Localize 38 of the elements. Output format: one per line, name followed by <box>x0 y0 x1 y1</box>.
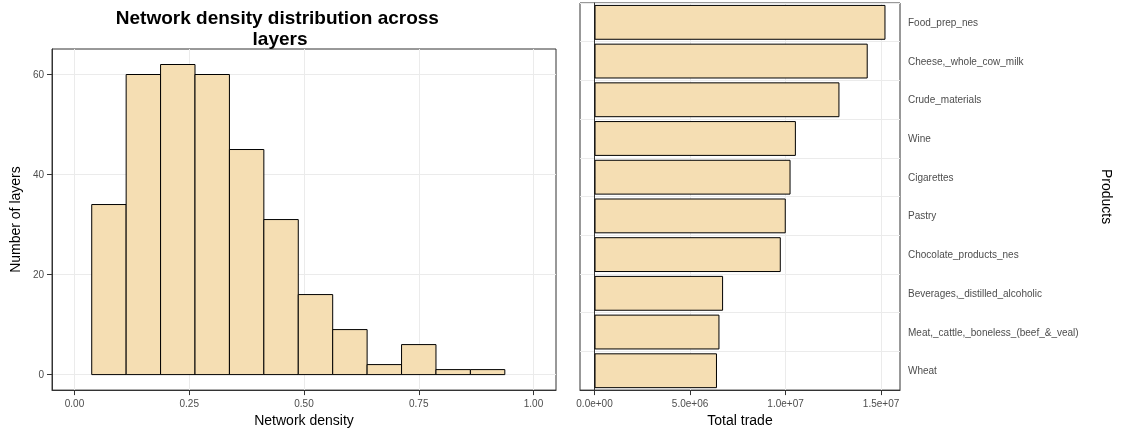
x-tick-label: 0.00 <box>64 397 85 409</box>
x-axis-title: Network density <box>254 412 354 428</box>
bar <box>594 4 886 40</box>
bar <box>594 121 796 156</box>
y-tick-label: Meat,_cattle,_boneless_(beef_&_veal) <box>908 326 1079 338</box>
bar <box>594 237 781 273</box>
y-tick-label: Beverages,_distilled_alcoholic <box>908 287 1042 299</box>
y-axis-title: Number of layers <box>7 166 23 273</box>
y-tick-label: 0 <box>38 369 45 381</box>
x-axis-title: Total trade <box>707 412 773 428</box>
x-tick-label: 0.0e+00 <box>576 397 614 409</box>
bar <box>594 198 786 234</box>
y-tick-label: Cheese,_whole_cow_milk <box>908 55 1025 67</box>
y-tick-label: Wine <box>908 132 932 144</box>
x-tick-label: 5.0e+06 <box>671 397 709 409</box>
y-tick-label: 60 <box>32 69 45 81</box>
y-tick-label: Wheat <box>908 365 938 377</box>
bar <box>594 275 724 311</box>
x-tick-label: 0.50 <box>294 397 315 409</box>
bar <box>594 159 791 195</box>
y-tick-label: Chocolate_products_nes <box>908 249 1019 261</box>
chart-title: Network density distribution across layers <box>115 7 445 49</box>
y-axis-title: Products <box>1099 168 1115 225</box>
y-tick-label: Cigarettes <box>908 171 954 183</box>
x-tick-label: 0.25 <box>179 397 200 409</box>
bar <box>594 82 840 118</box>
y-tick-label: Pastry <box>908 210 937 222</box>
y-tick-label: 20 <box>32 269 45 281</box>
y-tick-label: Food_prep_nes <box>908 16 979 28</box>
x-tick-label: 1.0e+07 <box>767 397 805 409</box>
x-tick-label: 1.00 <box>523 397 544 409</box>
x-tick-label: 1.5e+07 <box>862 397 900 409</box>
y-tick-label: Crude_materials <box>908 94 982 106</box>
y-tick-label: 40 <box>32 169 45 181</box>
bar <box>594 314 720 350</box>
x-tick-label: 0.75 <box>409 397 429 409</box>
bar <box>594 353 717 389</box>
bar <box>594 43 868 79</box>
